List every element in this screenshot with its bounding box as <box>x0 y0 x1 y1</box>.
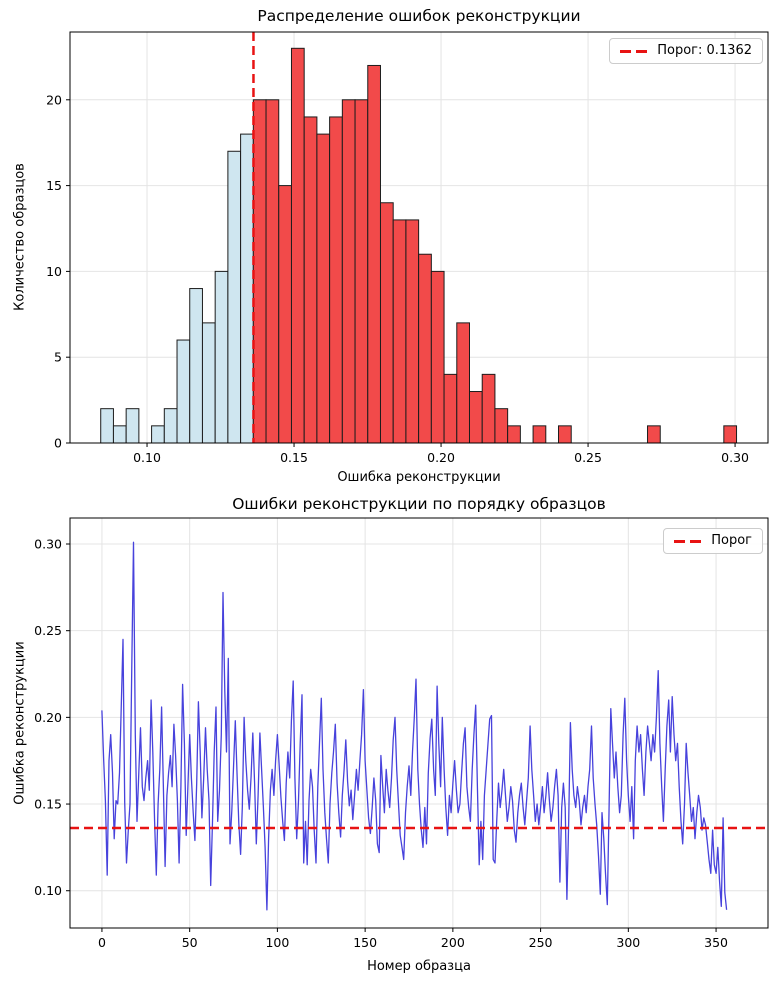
histogram-bar <box>151 425 165 444</box>
histogram-ylabel: Количество образцов <box>12 163 28 311</box>
histogram-bar <box>303 116 318 444</box>
line-chart-ylabel: Ошибка реконструкции <box>12 641 28 805</box>
y-tick-label: 0.30 <box>34 537 62 552</box>
histogram-legend: Порог: 0.1362 <box>609 38 763 64</box>
x-tick-label: 0.30 <box>721 450 749 465</box>
histogram-bar <box>290 47 305 444</box>
histogram-bar <box>214 270 229 444</box>
histogram-xlabel: Ошибка реконструкции <box>337 470 501 485</box>
histogram-bar <box>189 288 203 444</box>
histogram-bar <box>468 391 483 444</box>
y-tick-label: 0 <box>54 436 62 451</box>
histogram-bar <box>456 322 470 444</box>
axes-spine <box>69 31 769 444</box>
histogram-bar <box>367 64 381 444</box>
histogram-bar <box>278 185 292 444</box>
legend-dash-icon <box>620 49 648 53</box>
legend-dash-icon <box>674 539 702 543</box>
x-tick-label: 200 <box>441 935 465 950</box>
histogram-title: Распределение ошибок реконструкции <box>257 7 581 25</box>
x-tick-label: 0 <box>98 935 106 950</box>
x-tick-label: 0.20 <box>427 450 455 465</box>
histogram-bar <box>558 425 572 444</box>
x-tick-label: 0.10 <box>133 450 161 465</box>
histogram-bar <box>163 408 178 444</box>
histogram-bar <box>112 425 127 444</box>
histogram-bar <box>227 150 242 444</box>
y-tick-label: 20 <box>46 92 62 107</box>
x-tick-label: 350 <box>704 935 728 950</box>
histogram-bar <box>494 408 509 444</box>
x-tick-label: 100 <box>265 935 289 950</box>
y-tick-label: 15 <box>46 178 62 193</box>
y-tick-label: 0.20 <box>34 710 62 725</box>
histogram-bar <box>252 99 267 444</box>
x-tick-label: 150 <box>353 935 377 950</box>
histogram-bar <box>481 373 496 444</box>
x-tick-label: 50 <box>182 935 198 950</box>
histogram-bar <box>341 99 356 444</box>
histogram-bar <box>532 425 547 444</box>
histogram-bar <box>405 219 420 444</box>
histogram-bar <box>507 425 521 444</box>
line-chart-legend: Порог <box>663 528 763 554</box>
histogram-bar <box>100 408 114 444</box>
y-tick-label: 0.10 <box>34 883 62 898</box>
reconstruction-error-line <box>101 541 728 911</box>
histogram-bar <box>443 373 458 444</box>
histogram-bar <box>392 219 407 444</box>
histogram-bar <box>176 339 191 444</box>
x-tick-label: 0.15 <box>280 450 308 465</box>
histogram-bar <box>354 99 369 444</box>
y-tick-label: 0.25 <box>34 623 62 638</box>
histogram-bar <box>316 133 331 444</box>
histogram-bar <box>418 253 432 444</box>
x-tick-label: 250 <box>529 935 553 950</box>
y-tick-label: 5 <box>54 350 62 365</box>
axes-spine <box>69 517 769 929</box>
histogram-bar <box>647 425 661 444</box>
histogram-bar <box>379 202 394 444</box>
histogram-legend-label: Порог: 0.1362 <box>657 43 752 58</box>
x-tick-label: 300 <box>616 935 640 950</box>
line-chart-title: Ошибки реконструкции по порядку образцов <box>232 495 606 513</box>
histogram-bar <box>430 270 445 444</box>
histogram-bar <box>329 116 343 444</box>
histogram-bar <box>723 425 738 444</box>
line-chart-xlabel: Номер образца <box>367 959 471 974</box>
histogram-bar <box>265 99 280 444</box>
histogram-bar <box>201 322 216 444</box>
line-chart-legend-label: Порог <box>711 533 752 548</box>
y-tick-label: 10 <box>46 264 62 279</box>
histogram-bar <box>240 133 254 444</box>
histogram-bar <box>125 408 140 444</box>
y-tick-label: 0.15 <box>34 797 62 812</box>
x-tick-label: 0.25 <box>574 450 602 465</box>
